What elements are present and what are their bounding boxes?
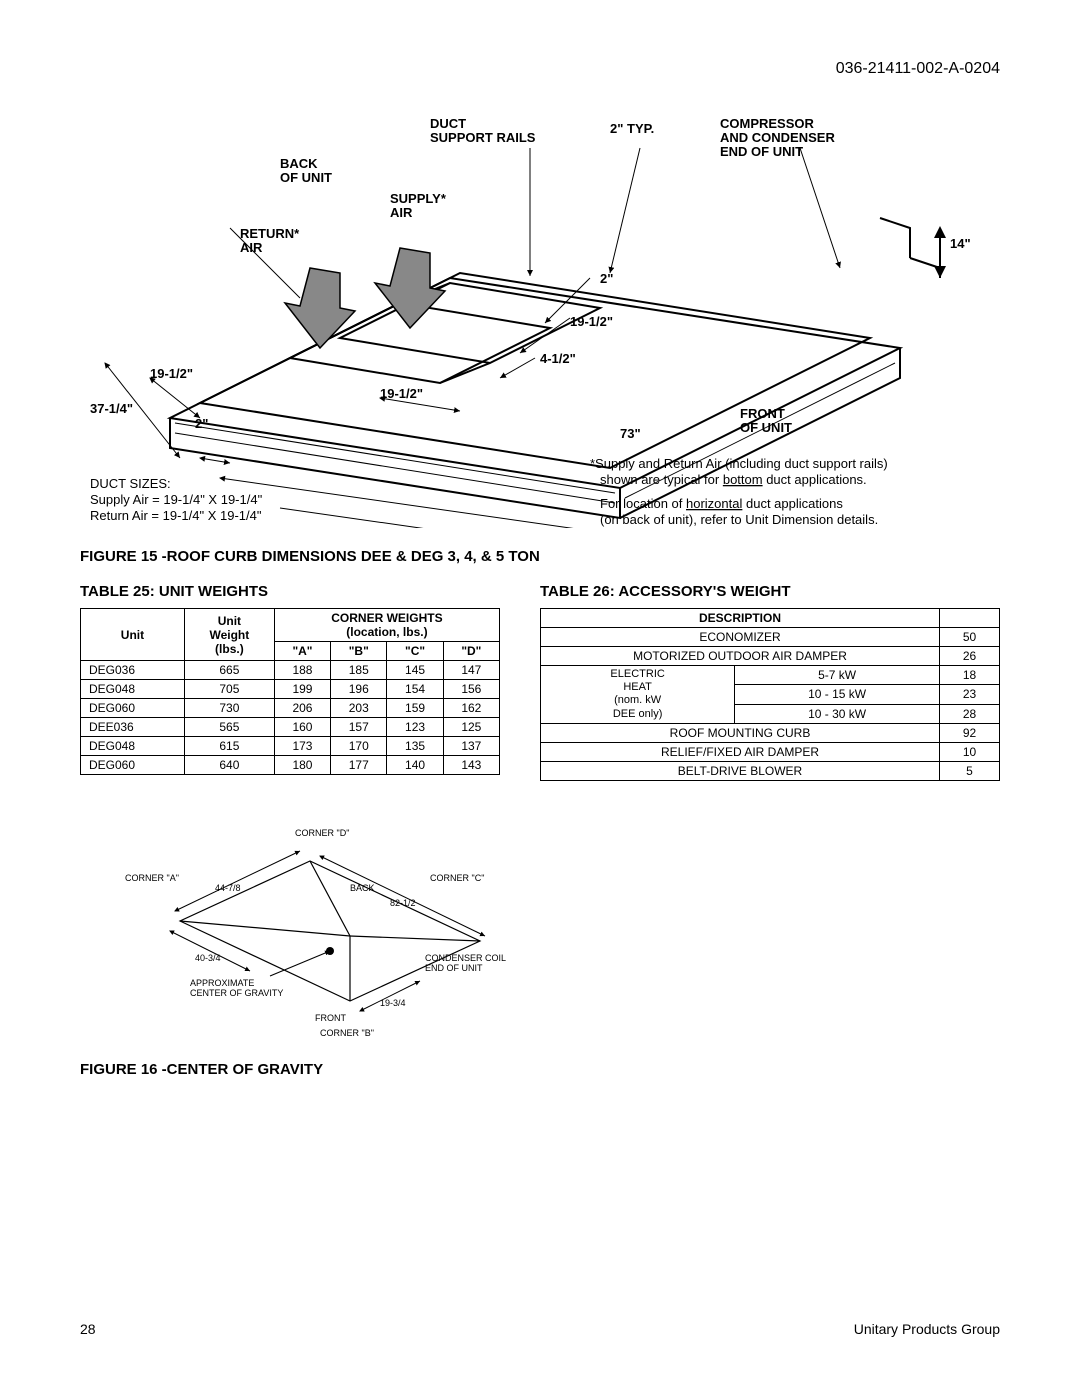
duct-sizes-title: DUCT SIZES: (90, 476, 171, 491)
table-row: DEE036565160157123125 (81, 718, 500, 737)
table-row: DEG060730206203159162 (81, 699, 500, 718)
table-row: DEG036665188185145147 (81, 661, 500, 680)
dim-4478: 44-7/8 (215, 883, 241, 893)
table-row: DEG048705199196154156 (81, 680, 500, 699)
th-c: "C" (387, 642, 443, 661)
corner-c: CORNER "C" (430, 873, 484, 883)
dim-2b: 2" (195, 416, 208, 431)
cog-approx: APPROXIMATECENTER OF GRAVITY (190, 978, 283, 998)
label-supply: SUPPLY*AIR (390, 191, 447, 220)
label-duct-rails: DUCTSUPPORT RAILS (430, 116, 536, 145)
table-row: DEG060640180177140143 (81, 756, 500, 775)
th-description: DESCRIPTION (541, 609, 940, 628)
label-2typ: 2" TYP. (610, 121, 654, 136)
figure-15-diagram: DUCTSUPPORT RAILS 2" TYP. COMPRESSORAND … (80, 108, 1000, 528)
dim-73: 73" (620, 426, 641, 441)
label-front: FRONTOF UNIT (740, 406, 792, 435)
table-row: ECONOMIZER50 (541, 628, 1000, 647)
note1: *Supply and Return Air (including duct s… (590, 456, 888, 471)
corner-d: CORNER "D" (295, 828, 349, 838)
label-compressor: COMPRESSORAND CONDENSEREND OF UNIT (720, 116, 835, 159)
table-row: BELT-DRIVE BLOWER5 (541, 761, 1000, 780)
th-unit: Unit (81, 609, 185, 661)
figure-16-diagram: CORNER "D" CORNER "A" CORNER "C" CORNER … (120, 821, 520, 1051)
footer-group: Unitary Products Group (854, 1321, 1000, 1337)
document-number: 036-21411-002-A-0204 (80, 60, 1000, 78)
table-row: MOTORIZED OUTDOOR AIR DAMPER26 (541, 647, 1000, 666)
cog-front: FRONT (315, 1013, 346, 1023)
table-row: RELIEF/FIXED AIR DAMPER10 (541, 742, 1000, 761)
dim-412: 4-1/2" (540, 351, 576, 366)
dim-2a: 2" (600, 271, 613, 286)
th-unit-weight: UnitWeight(lbs.) (184, 609, 274, 661)
table-25: Unit UnitWeight(lbs.) CORNER WEIGHTS(loc… (80, 608, 500, 775)
dim-4034: 40-3/4 (195, 953, 221, 963)
cog-back: BACK (350, 883, 375, 893)
duct-supply: Supply Air = 19-1/4" X 19-1/4" (90, 492, 263, 507)
th-d: "D" (443, 642, 499, 661)
duct-return: Return Air = 19-1/4" X 19-1/4" (90, 508, 262, 523)
th-b: "B" (331, 642, 387, 661)
table-25-caption: TABLE 25: UNIT WEIGHTS (80, 583, 500, 600)
dim-3714: 37-1/4" (90, 401, 133, 416)
dim-1934: 19-3/4 (380, 998, 406, 1008)
dim-14: 14" (950, 236, 971, 251)
th-corner-weights: CORNER WEIGHTS(location, lbs.) (274, 609, 499, 642)
label-back: BACKOF UNIT (280, 156, 332, 185)
note2: shown are typical for bottom duct applic… (600, 472, 867, 487)
table-26-caption: TABLE 26: ACCESSORY'S WEIGHT (540, 583, 1000, 600)
table-26: DESCRIPTION ECONOMIZER50MOTORIZED OUTDOO… (540, 608, 1000, 781)
dim-1912b: 19-1/2" (150, 366, 193, 381)
corner-a: CORNER "A" (125, 873, 179, 883)
note4: (on back of unit), refer to Unit Dimensi… (600, 512, 878, 527)
dim-8212: 82-1/2 (390, 898, 416, 908)
cog-condenser: CONDENSER COILEND OF UNIT (425, 953, 506, 973)
table-row: ELECTRICHEAT(nom. kWDEE only)5-7 kW18 (541, 666, 1000, 685)
table-row: ROOF MOUNTING CURB92 (541, 723, 1000, 742)
dim-1912a: 19-1/2" (570, 314, 613, 329)
figure-15-caption: FIGURE 15 -ROOF CURB DIMENSIONS DEE & DE… (80, 548, 1000, 565)
table-row: DEG048615173170135137 (81, 737, 500, 756)
figure-16-caption: FIGURE 16 -CENTER OF GRAVITY (80, 1061, 1000, 1078)
label-return: RETURN*AIR (240, 226, 300, 255)
corner-b: CORNER "B" (320, 1028, 374, 1038)
th-blank (940, 609, 1000, 628)
dim-1912c: 19-1/2" (380, 386, 423, 401)
note3: For location of horizontal duct applicat… (600, 496, 843, 511)
th-a: "A" (274, 642, 330, 661)
page-number: 28 (80, 1321, 96, 1337)
